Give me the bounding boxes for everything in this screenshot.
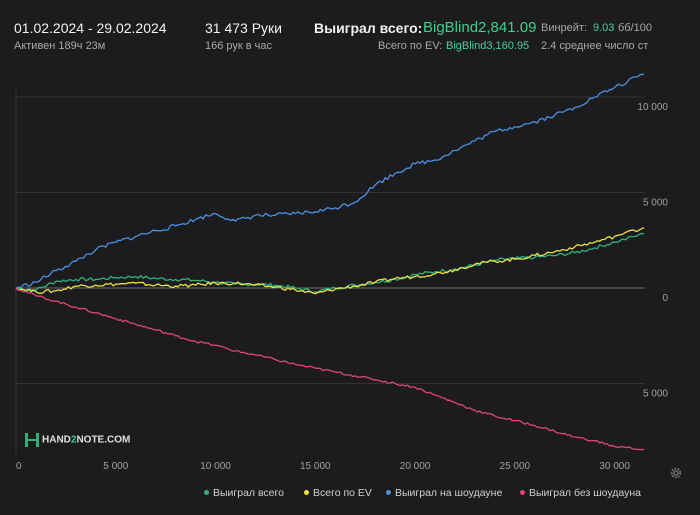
legend-marker: [386, 489, 391, 495]
series-line-3: [15, 287, 645, 451]
x-tick-label: 20 000: [400, 461, 431, 472]
series-line-2: [15, 73, 645, 289]
winrate-value: 9.03: [593, 22, 615, 34]
series-line-1: [15, 227, 645, 295]
legend-label: Выиграл без шоудауна: [529, 487, 641, 499]
legend-item-non-showdown[interactable]: Выиграл без шоудауна: [520, 487, 641, 499]
avg-stacks: 2.4 среднее число ст: [541, 40, 649, 52]
hands-per-hour: 166 рук в час: [205, 40, 273, 52]
y-tick-label: 10 000: [637, 102, 668, 113]
logo-text-prefix: HAND: [42, 434, 71, 446]
legend-label: Выиграл всего: [213, 487, 284, 499]
y-tick-label: 5 000: [643, 198, 668, 209]
ev-total-value: BigBlind3,160.95: [446, 40, 530, 52]
won-total-label: Выиграл всего:: [314, 20, 423, 36]
legend-label: Выиграл на шоудауне: [395, 487, 503, 499]
stats-header: 01.02.2024 - 29.02.2024 Активен 189ч 23м…: [0, 0, 700, 60]
legend-item-won[interactable]: Выиграл всего: [204, 487, 284, 499]
profit-graph: 10 000 5 000 0 5 000 0 5 000 10 000 15 000 20 00…: [15, 73, 668, 472]
winrate-label: Винрейт:: [541, 22, 588, 34]
date-range[interactable]: 01.02.2024 - 29.02.2024: [14, 20, 167, 36]
legend-label: Всего по EV: [313, 487, 372, 499]
winrate-unit: бб/100: [618, 22, 653, 34]
logo-text-mid: 2: [70, 434, 77, 446]
won-total-value: BigBlind2,841.09: [423, 19, 537, 36]
y-tick-label: 0: [662, 293, 668, 304]
chart-legend: Выиграл всего Всего по EV Выиграл на шоу…: [200, 487, 700, 501]
gear-icon[interactable]: [669, 466, 683, 480]
x-tick-label: 25 000: [500, 461, 531, 472]
hand2note-logo: HAND2NOTE.COM: [24, 432, 130, 448]
y-tick-label: 5 000: [643, 389, 668, 400]
legend-item-showdown[interactable]: Выиграл на шоудауне: [386, 487, 502, 499]
logo-text-suffix: NOTE.COM: [76, 434, 131, 446]
h2n-logo-icon: [25, 433, 39, 447]
series-line-0: [15, 233, 644, 294]
active-time: Активен 189ч 23м: [14, 40, 106, 52]
legend-item-ev[interactable]: Всего по EV: [304, 487, 372, 499]
legend-marker: [204, 489, 209, 495]
x-tick-label: 5 000: [103, 461, 128, 472]
hands-count: 31 473 Руки: [205, 20, 282, 36]
x-tick-label: 0: [16, 461, 22, 472]
x-tick-label: 15 000: [300, 461, 331, 472]
legend-marker: [520, 489, 525, 495]
x-tick-label: 10 000: [200, 461, 231, 472]
legend-marker: [304, 489, 309, 495]
x-tick-label: 30 000: [599, 461, 630, 472]
ev-total-label: Всего по EV:: [378, 40, 443, 52]
